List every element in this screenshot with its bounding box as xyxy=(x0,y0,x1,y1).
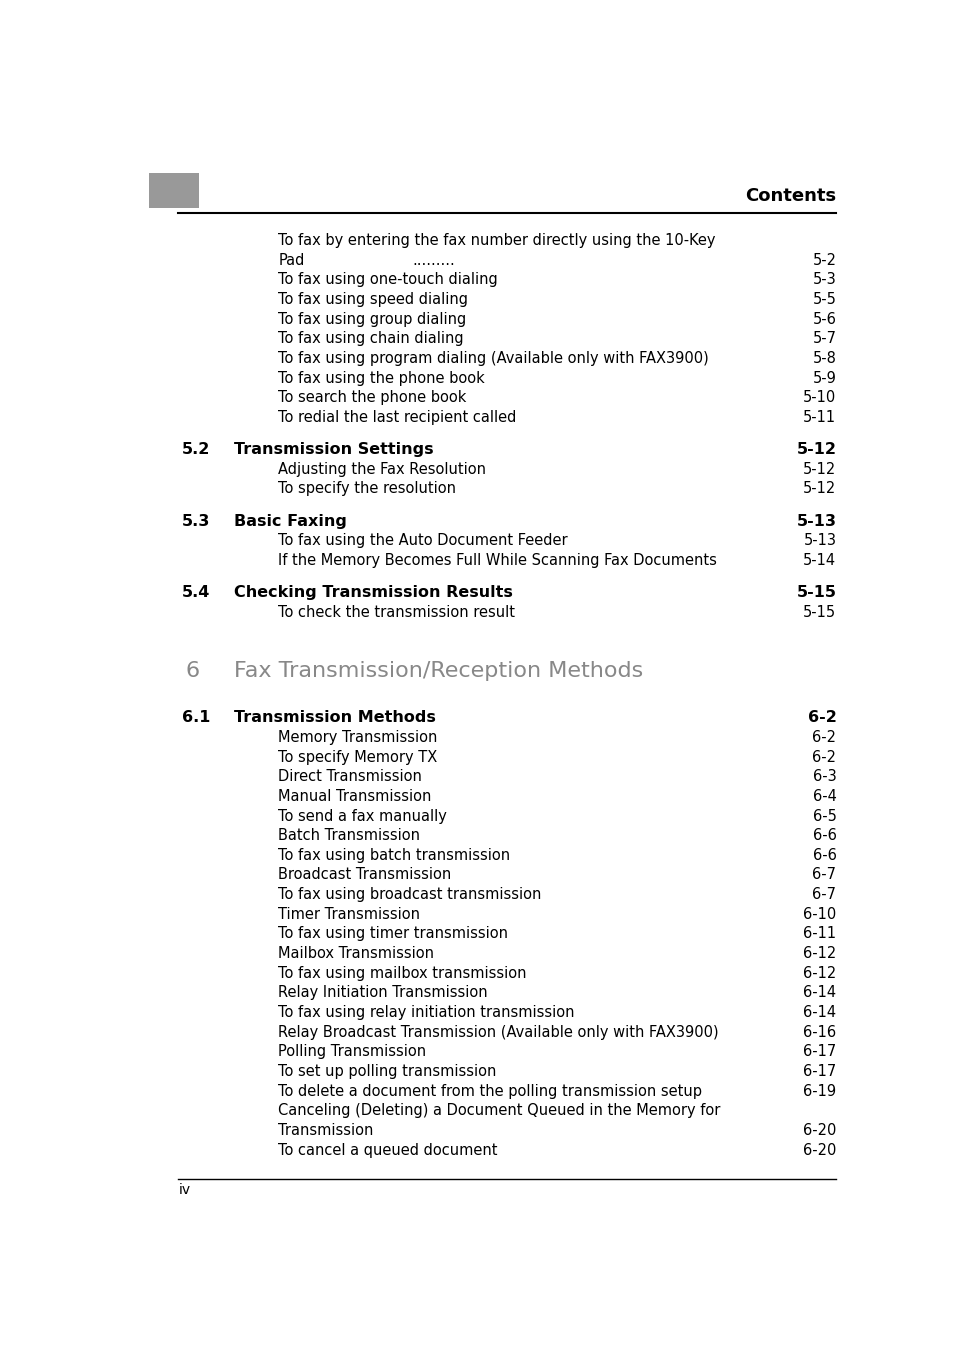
Text: To fax using broadcast transmission: To fax using broadcast transmission xyxy=(278,887,541,902)
Text: 6-7: 6-7 xyxy=(812,868,836,883)
Text: To fax using timer transmission: To fax using timer transmission xyxy=(278,926,508,941)
Text: Timer Transmission: Timer Transmission xyxy=(278,907,419,922)
Text: 6-6: 6-6 xyxy=(812,828,836,843)
Text: 5-12: 5-12 xyxy=(796,443,836,458)
Text: 6: 6 xyxy=(186,661,200,682)
Text: Mailbox Transmission: Mailbox Transmission xyxy=(278,947,434,961)
Text: To fax using group dialing: To fax using group dialing xyxy=(278,311,466,327)
Text: Adjusting the Fax Resolution: Adjusting the Fax Resolution xyxy=(278,462,486,477)
Text: iv: iv xyxy=(178,1183,191,1196)
Text: 6.1: 6.1 xyxy=(182,710,211,725)
Text: 5-12: 5-12 xyxy=(802,482,836,497)
Text: 5-15: 5-15 xyxy=(802,604,836,619)
Text: 6-2: 6-2 xyxy=(806,710,836,725)
Text: 5-12: 5-12 xyxy=(802,462,836,477)
Text: To fax using batch transmission: To fax using batch transmission xyxy=(278,847,510,862)
Text: Batch Transmission: Batch Transmission xyxy=(278,828,419,843)
Text: Memory Transmission: Memory Transmission xyxy=(278,729,437,746)
Text: Transmission Methods: Transmission Methods xyxy=(233,710,436,725)
Text: 6-17: 6-17 xyxy=(802,1065,836,1080)
Text: 5-10: 5-10 xyxy=(802,390,836,405)
Text: .........: ......... xyxy=(412,253,455,268)
Text: To search the phone book: To search the phone book xyxy=(278,390,466,405)
Text: Relay Broadcast Transmission (Available only with FAX3900): Relay Broadcast Transmission (Available … xyxy=(278,1025,718,1040)
Text: 6-11: 6-11 xyxy=(802,926,836,941)
Text: Contents: Contents xyxy=(744,187,836,205)
Text: 6-16: 6-16 xyxy=(802,1025,836,1040)
Text: 5-9: 5-9 xyxy=(812,371,836,386)
Text: 6-17: 6-17 xyxy=(802,1044,836,1059)
Text: To cancel a queued document: To cancel a queued document xyxy=(278,1142,497,1158)
Text: 5.2: 5.2 xyxy=(182,443,211,458)
Text: 6-10: 6-10 xyxy=(802,907,836,922)
Text: Transmission Settings: Transmission Settings xyxy=(233,443,433,458)
Text: To check the transmission result: To check the transmission result xyxy=(278,604,515,619)
Text: Manual Transmission: Manual Transmission xyxy=(278,789,431,804)
Text: To fax by entering the fax number directly using the 10-Key: To fax by entering the fax number direct… xyxy=(278,234,715,249)
Text: Fax Transmission/Reception Methods: Fax Transmission/Reception Methods xyxy=(233,661,642,682)
Text: 6-6: 6-6 xyxy=(812,847,836,862)
Text: Canceling (Deleting) a Document Queued in the Memory for: Canceling (Deleting) a Document Queued i… xyxy=(278,1104,720,1119)
Text: To fax using relay initiation transmission: To fax using relay initiation transmissi… xyxy=(278,1005,574,1020)
Text: Checking Transmission Results: Checking Transmission Results xyxy=(233,585,512,600)
Text: To fax using speed dialing: To fax using speed dialing xyxy=(278,292,468,307)
Text: To specify Memory TX: To specify Memory TX xyxy=(278,750,437,765)
Text: To fax using the Auto Document Feeder: To fax using the Auto Document Feeder xyxy=(278,534,567,549)
Text: 6-4: 6-4 xyxy=(812,789,836,804)
Text: 5-5: 5-5 xyxy=(812,292,836,307)
Text: 6-7: 6-7 xyxy=(812,887,836,902)
Text: 6-14: 6-14 xyxy=(802,1005,836,1020)
Text: Transmission: Transmission xyxy=(278,1123,374,1138)
Text: 5-2: 5-2 xyxy=(812,253,836,268)
Text: Direct Transmission: Direct Transmission xyxy=(278,769,421,784)
Text: 5-15: 5-15 xyxy=(796,585,836,600)
Text: To send a fax manually: To send a fax manually xyxy=(278,808,447,823)
Text: Relay Initiation Transmission: Relay Initiation Transmission xyxy=(278,986,487,1001)
Text: To delete a document from the polling transmission setup: To delete a document from the polling tr… xyxy=(278,1084,701,1099)
Text: 5-13: 5-13 xyxy=(802,534,836,549)
Text: 6-3: 6-3 xyxy=(812,769,836,784)
Text: Pad: Pad xyxy=(278,253,304,268)
Text: To fax using program dialing (Available only with FAX3900): To fax using program dialing (Available … xyxy=(278,350,708,365)
Text: If the Memory Becomes Full While Scanning Fax Documents: If the Memory Becomes Full While Scannin… xyxy=(278,553,717,568)
Text: To fax using chain dialing: To fax using chain dialing xyxy=(278,331,463,346)
Text: 5.4: 5.4 xyxy=(182,585,211,600)
Text: 6-14: 6-14 xyxy=(802,986,836,1001)
Text: 6-2: 6-2 xyxy=(812,750,836,765)
Text: Broadcast Transmission: Broadcast Transmission xyxy=(278,868,451,883)
Text: 5-13: 5-13 xyxy=(796,513,836,528)
Text: To specify the resolution: To specify the resolution xyxy=(278,482,456,497)
Text: 6-20: 6-20 xyxy=(802,1123,836,1138)
Text: To redial the last recipient called: To redial the last recipient called xyxy=(278,410,516,425)
Text: 5-3: 5-3 xyxy=(812,273,836,288)
Text: 6-5: 6-5 xyxy=(812,808,836,823)
Text: 5-7: 5-7 xyxy=(812,331,836,346)
Text: To set up polling transmission: To set up polling transmission xyxy=(278,1065,497,1080)
Text: To fax using one-touch dialing: To fax using one-touch dialing xyxy=(278,273,497,288)
Text: 6-20: 6-20 xyxy=(802,1142,836,1158)
Text: 6-12: 6-12 xyxy=(802,966,836,980)
Text: 6-19: 6-19 xyxy=(802,1084,836,1099)
Bar xyxy=(149,174,199,208)
Text: 6-12: 6-12 xyxy=(802,947,836,961)
Text: 6-2: 6-2 xyxy=(812,729,836,746)
Text: 5-14: 5-14 xyxy=(802,553,836,568)
Text: To fax using the phone book: To fax using the phone book xyxy=(278,371,484,386)
Text: 5-8: 5-8 xyxy=(812,350,836,365)
Text: To fax using mailbox transmission: To fax using mailbox transmission xyxy=(278,966,526,980)
Text: 5-11: 5-11 xyxy=(802,410,836,425)
Text: 5.3: 5.3 xyxy=(182,513,211,528)
Text: 5-6: 5-6 xyxy=(812,311,836,327)
Text: Polling Transmission: Polling Transmission xyxy=(278,1044,426,1059)
Text: Basic Faxing: Basic Faxing xyxy=(233,513,346,528)
